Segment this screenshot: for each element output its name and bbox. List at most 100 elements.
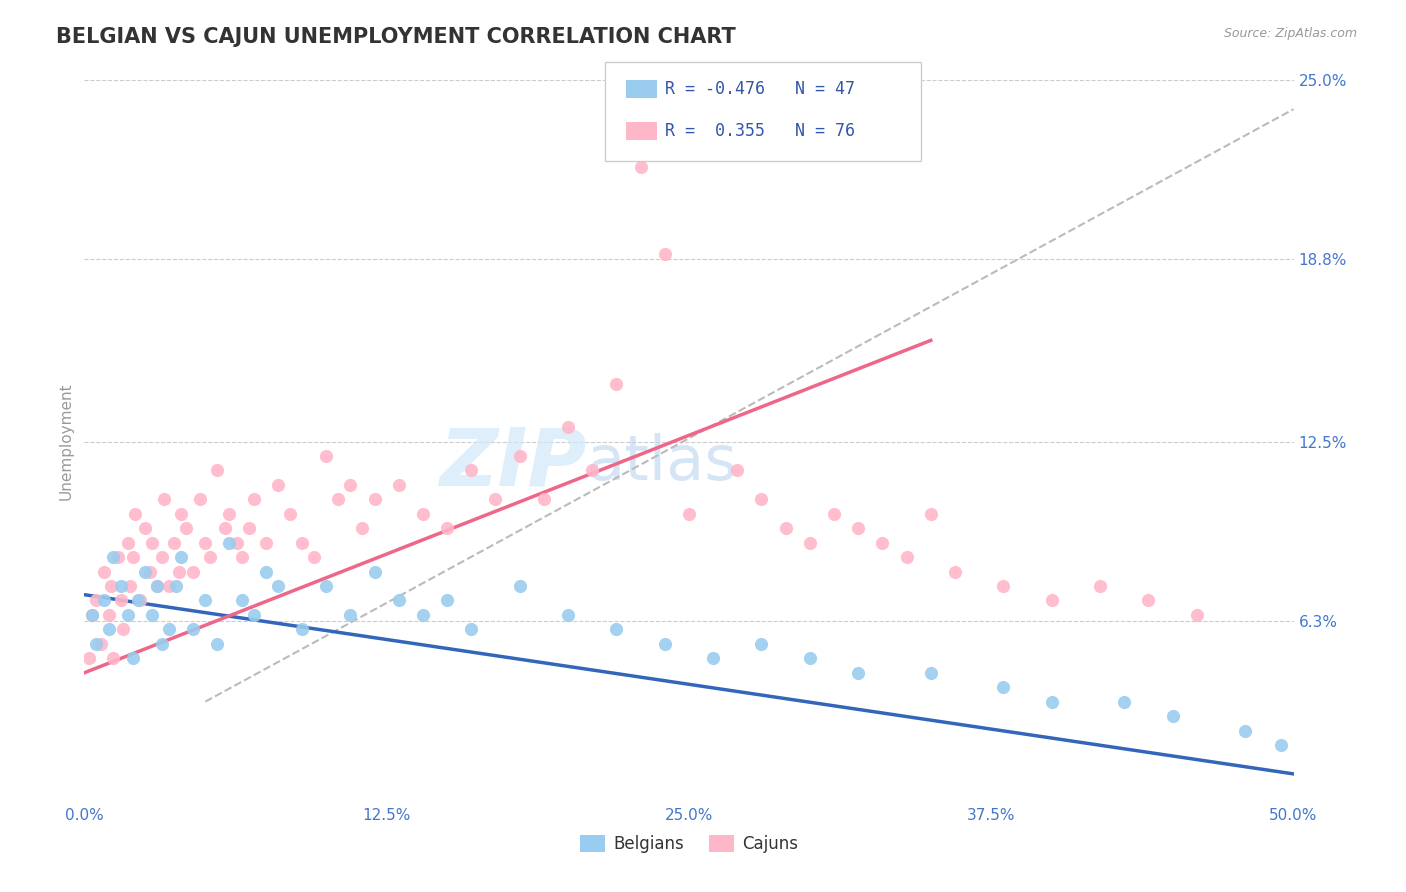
Point bbox=[1040, 695, 1063, 709]
Point bbox=[1161, 709, 1184, 723]
Point bbox=[751, 637, 773, 651]
Text: R =  0.355   N = 76: R = 0.355 N = 76 bbox=[665, 122, 855, 140]
Point bbox=[775, 521, 797, 535]
Point bbox=[363, 492, 385, 507]
Point bbox=[388, 478, 411, 492]
Point bbox=[339, 607, 361, 622]
Point bbox=[751, 492, 773, 507]
Point bbox=[170, 507, 193, 521]
Legend: Belgians, Cajuns: Belgians, Cajuns bbox=[574, 828, 804, 860]
Point bbox=[127, 593, 149, 607]
Point bbox=[254, 565, 277, 579]
Point bbox=[339, 478, 361, 492]
Point bbox=[181, 623, 204, 637]
Point bbox=[872, 535, 894, 549]
Point bbox=[920, 665, 942, 680]
Point bbox=[150, 637, 173, 651]
Point bbox=[231, 550, 253, 565]
Point bbox=[150, 550, 173, 565]
Point bbox=[107, 550, 129, 565]
Point bbox=[86, 593, 108, 607]
Point bbox=[231, 593, 253, 607]
Point bbox=[509, 579, 531, 593]
Point bbox=[363, 565, 385, 579]
Point bbox=[388, 593, 411, 607]
Point bbox=[218, 535, 240, 549]
Point bbox=[436, 521, 458, 535]
Point bbox=[605, 376, 627, 391]
Point bbox=[302, 550, 325, 565]
Point bbox=[198, 550, 221, 565]
Point bbox=[1137, 593, 1160, 607]
Point bbox=[80, 607, 103, 622]
Point bbox=[120, 579, 142, 593]
Point bbox=[80, 607, 103, 622]
Point bbox=[77, 651, 100, 665]
Point bbox=[460, 623, 482, 637]
Point bbox=[117, 535, 139, 549]
Point bbox=[97, 623, 120, 637]
Point bbox=[218, 507, 240, 521]
Point bbox=[141, 607, 163, 622]
Point bbox=[134, 521, 156, 535]
Point bbox=[460, 463, 482, 477]
Point bbox=[146, 579, 169, 593]
Point bbox=[412, 507, 434, 521]
Point bbox=[138, 565, 160, 579]
Point bbox=[943, 565, 966, 579]
Point bbox=[630, 160, 652, 174]
Point bbox=[799, 535, 821, 549]
Point bbox=[328, 492, 350, 507]
Point bbox=[117, 607, 139, 622]
Point bbox=[124, 507, 146, 521]
Point bbox=[1185, 607, 1208, 622]
Point bbox=[1040, 593, 1063, 607]
Point bbox=[157, 579, 180, 593]
Point bbox=[993, 579, 1015, 593]
Point bbox=[254, 535, 277, 549]
Point bbox=[93, 593, 115, 607]
Point bbox=[557, 607, 579, 622]
Point bbox=[1270, 738, 1292, 752]
Point bbox=[352, 521, 374, 535]
Point bbox=[920, 507, 942, 521]
Point bbox=[1114, 695, 1136, 709]
Point bbox=[103, 651, 125, 665]
Point bbox=[141, 535, 163, 549]
Point bbox=[165, 579, 187, 593]
Point bbox=[799, 651, 821, 665]
Point bbox=[121, 651, 143, 665]
Point bbox=[315, 449, 337, 463]
Text: atlas: atlas bbox=[586, 434, 737, 493]
Point bbox=[993, 680, 1015, 694]
Point bbox=[654, 246, 676, 260]
Point bbox=[581, 463, 603, 477]
Point bbox=[170, 550, 193, 565]
Point bbox=[484, 492, 506, 507]
Point bbox=[190, 492, 212, 507]
Point bbox=[238, 521, 260, 535]
Point bbox=[605, 623, 627, 637]
Point bbox=[207, 463, 229, 477]
Point bbox=[702, 651, 724, 665]
Point bbox=[163, 535, 186, 549]
Text: Source: ZipAtlas.com: Source: ZipAtlas.com bbox=[1223, 27, 1357, 40]
Point bbox=[654, 637, 676, 651]
Point bbox=[846, 665, 869, 680]
Point bbox=[90, 637, 112, 651]
Point bbox=[846, 521, 869, 535]
Point bbox=[194, 535, 217, 549]
Point bbox=[678, 507, 700, 521]
Point bbox=[291, 535, 314, 549]
Text: R = -0.476   N = 47: R = -0.476 N = 47 bbox=[665, 80, 855, 98]
Point bbox=[112, 623, 135, 637]
Point bbox=[86, 637, 108, 651]
Point bbox=[533, 492, 555, 507]
Point bbox=[194, 593, 217, 607]
Point bbox=[110, 593, 132, 607]
Point bbox=[93, 565, 115, 579]
Point bbox=[225, 535, 247, 549]
Point bbox=[167, 565, 190, 579]
Point bbox=[157, 623, 180, 637]
Point bbox=[242, 607, 264, 622]
